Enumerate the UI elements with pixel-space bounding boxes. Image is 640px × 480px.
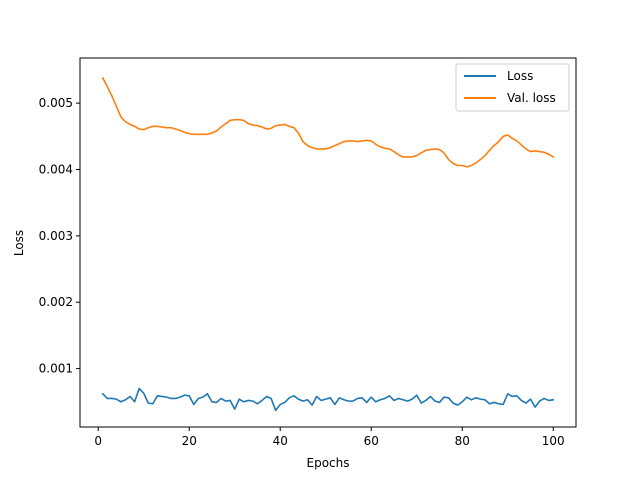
legend: Loss Val. loss xyxy=(455,63,570,112)
plot-frame xyxy=(79,57,577,428)
legend-label-loss: Loss xyxy=(507,69,533,83)
x-axis-label: Epochs xyxy=(307,456,350,470)
y-tick-label: 0.004 xyxy=(39,162,73,176)
legend-label-val-loss: Val. loss xyxy=(507,91,556,105)
x-tick-label: 60 xyxy=(364,434,379,448)
x-tick-label: 80 xyxy=(455,434,470,448)
x-tick-label: 0 xyxy=(94,434,102,448)
y-tick-label: 0.003 xyxy=(39,229,73,243)
series-line-val-loss xyxy=(101,76,555,168)
x-tick-label: 100 xyxy=(542,434,565,448)
y-tick-label: 0.002 xyxy=(39,295,73,309)
plot-lines xyxy=(101,76,555,412)
y-tick-label: 0.005 xyxy=(39,96,73,110)
x-tick-label: 40 xyxy=(273,434,288,448)
series-line-loss xyxy=(101,387,555,412)
x-tick-label: 20 xyxy=(182,434,197,448)
y-axis: 0.001 0.002 0.003 0.004 0.005 xyxy=(39,96,80,376)
x-axis: 0 20 40 60 80 100 xyxy=(94,427,565,448)
y-axis-label: Loss xyxy=(12,230,26,256)
y-tick-label: 0.001 xyxy=(39,362,73,376)
